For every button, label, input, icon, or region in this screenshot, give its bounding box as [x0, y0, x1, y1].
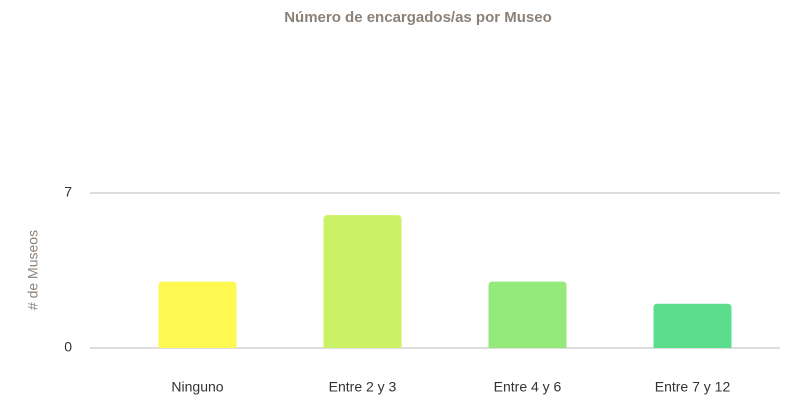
- bar: [653, 303, 732, 348]
- x-tick-label: Entre 7 y 12: [655, 379, 731, 395]
- chart-title: Número de encargados/as por Museo: [284, 9, 552, 26]
- bar: [158, 281, 237, 348]
- bar: [488, 281, 567, 348]
- x-tick-label: Entre 2 y 3: [329, 379, 397, 395]
- x-tick-label: Entre 4 y 6: [494, 379, 562, 395]
- bar: [323, 215, 402, 348]
- y-tick-label: 0: [64, 339, 72, 355]
- y-tick-label: 7: [64, 184, 72, 200]
- y-axis-label: # de Museos: [25, 230, 41, 310]
- x-tick-label: Ninguno: [171, 379, 223, 395]
